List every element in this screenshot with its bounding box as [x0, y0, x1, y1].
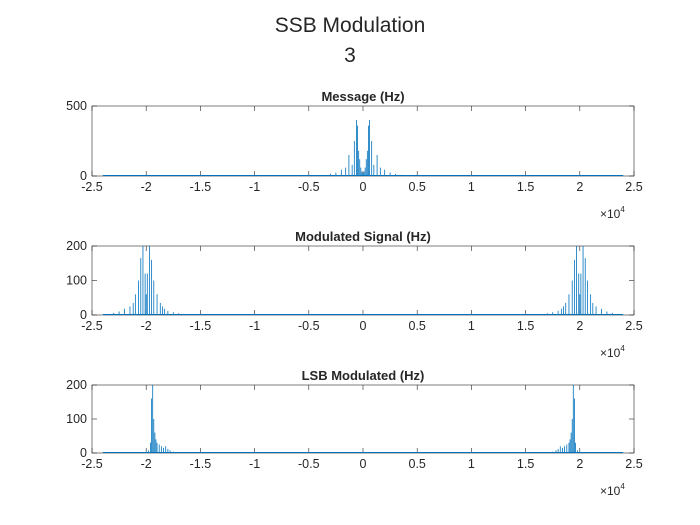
x-tick-label: 1: [468, 319, 475, 333]
figure-subtitle: 3: [344, 44, 356, 67]
x-tick-label: 1.5: [517, 319, 534, 333]
x-tick-label: -2: [141, 319, 152, 333]
x-tick-label: 1.5: [517, 457, 534, 471]
x-tick-label: -2.5: [81, 180, 103, 194]
x-tick-label: 0.5: [409, 319, 426, 333]
x-tick-label: 2.5: [625, 319, 642, 333]
x-tick-label: 0.5: [409, 457, 426, 471]
x-tick-label: -0.5: [298, 457, 320, 471]
axes-title: Message (Hz): [321, 89, 404, 104]
x-tick-label: -1.5: [190, 180, 212, 194]
x-tick-label: 2.5: [625, 180, 642, 194]
axes-box: [91, 105, 635, 177]
y-tick-label: 100: [66, 412, 87, 426]
x-tick-label: -2.5: [81, 457, 103, 471]
x-tick-label: 0: [360, 457, 367, 471]
x-tick-label: -1: [249, 180, 260, 194]
x-tick-label: 2: [576, 457, 583, 471]
x-exponent-label: ×104: [600, 344, 625, 360]
y-tick-label: 0: [80, 308, 87, 322]
x-tick-label: 1: [468, 180, 475, 194]
x-tick-label: 1.5: [517, 180, 534, 194]
x-exponent-label: ×104: [600, 205, 625, 221]
x-tick-label: -1: [249, 319, 260, 333]
axes-title: Modulated Signal (Hz): [295, 229, 431, 244]
x-tick-label: 2: [576, 180, 583, 194]
x-tick-label: -2: [141, 180, 152, 194]
y-tick-label: 200: [66, 239, 87, 253]
axes-title: LSB Modulated (Hz): [302, 368, 425, 383]
axes-3: LSB Modulated (Hz) -2.5 -2 -1.5 -1 -0.5 0 0.5 1 1…: [66, 368, 643, 498]
y-tick-label: 500: [66, 99, 87, 113]
y-tick-label: 0: [80, 446, 87, 460]
axes-box: [91, 384, 635, 454]
axes-box: [91, 245, 635, 316]
x-tick-label: -0.5: [298, 180, 320, 194]
x-tick-label: 2.5: [625, 457, 642, 471]
x-tick-label: 1: [468, 457, 475, 471]
series-1: [319, 120, 407, 176]
series-1: [107, 246, 619, 315]
x-tick-label: 0.5: [409, 180, 426, 194]
y-tick-label: 100: [66, 274, 87, 288]
x-tick-label: 0: [360, 319, 367, 333]
x-exponent-label: ×104: [600, 482, 625, 498]
figure-title: SSB Modulation: [275, 14, 426, 37]
x-tick-label: -1.5: [190, 319, 212, 333]
x-tick-label: 0: [360, 180, 367, 194]
x-tick-label: -1: [249, 457, 260, 471]
x-tick-label: -0.5: [298, 319, 320, 333]
series-1: [145, 385, 581, 453]
axes-1: Message (Hz) -2.5 -2 -1.5 -1 -0.5 0 0.5 1 1.5 2 2.5…: [66, 89, 643, 221]
x-tick-label: 2: [576, 319, 583, 333]
y-tick-label: 200: [66, 378, 87, 392]
axes-2: Modulated Signal (Hz) -2.5 -2 -1.5 -1 -0.5 0 0.…: [66, 229, 643, 360]
axes-container: Message (Hz) -2.5 -2 -1.5 -1 -0.5 0 0.5 1 1.5 2 2.5…: [66, 89, 643, 498]
x-tick-label: -1.5: [190, 457, 212, 471]
x-tick-label: -2.5: [81, 319, 103, 333]
y-tick-label: 0: [80, 169, 87, 183]
x-tick-label: -2: [141, 457, 152, 471]
